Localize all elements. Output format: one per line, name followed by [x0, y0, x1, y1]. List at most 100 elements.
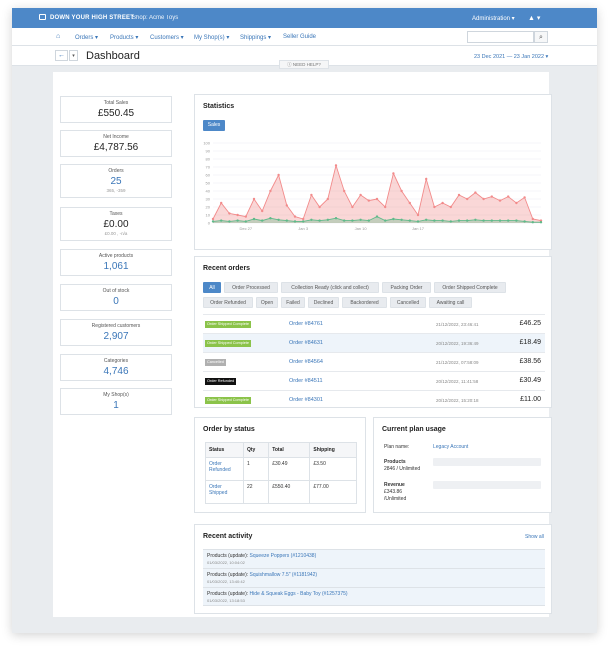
kpi-value[interactable]: 1	[113, 400, 119, 411]
table-row[interactable]: Order Shipped Complete Order #84301 20/12/…	[203, 390, 545, 409]
filter-declined[interactable]: Declined	[308, 297, 339, 308]
order-status-table: Status Qty Total Shipping Order Refunded…	[205, 442, 357, 504]
kpi-label: Taxes	[109, 211, 123, 217]
date-range-picker[interactable]: 23 Dec 2021 — 23 Jan 2022 ▾	[474, 54, 549, 60]
order-amount: £18.49	[519, 339, 541, 346]
status-link-shipped[interactable]: Order Shipped	[209, 484, 228, 496]
plan-name-link[interactable]: Legacy Account	[433, 444, 469, 450]
sales-tab[interactable]: Sales	[203, 120, 225, 131]
nav-shippings[interactable]: Shippings ▾	[240, 35, 272, 41]
data-point	[236, 213, 239, 217]
order-amount: £11.00	[520, 396, 541, 403]
kpi-net-income: Net Income £4,787.56	[60, 130, 172, 157]
kpi-my-shops[interactable]: My Shop(s) 1	[60, 388, 172, 415]
y-tick-label: 80	[206, 157, 211, 162]
order-date: 20/12/2022, 15:20:18	[436, 398, 479, 403]
kpi-label: My Shop(s)	[103, 392, 129, 398]
back-dropdown-button[interactable]: ▾	[69, 50, 78, 61]
order-link[interactable]: Order #84511	[289, 378, 323, 384]
filter-collection-ready[interactable]: Collection Ready (click and collect)	[281, 282, 379, 293]
kpi-registered-customers[interactable]: Registered customers 2,907	[60, 319, 172, 346]
top-bar: DOWN YOUR HIGH STREET Shop: Acme Toys Ad…	[12, 8, 597, 28]
administration-menu[interactable]: Administration ▾	[472, 16, 515, 22]
kpi-value[interactable]: 2,907	[103, 331, 129, 342]
activity-item: Products (update): Squeeze Poppers (#121…	[203, 549, 545, 568]
search-input[interactable]	[467, 31, 534, 43]
data-point	[211, 220, 215, 223]
table-row[interactable]: Order Shipped Complete Order #84631 20/12/…	[203, 333, 545, 352]
kpi-label: Categories	[103, 358, 129, 364]
nav-customers[interactable]: Customers ▾	[150, 35, 184, 41]
data-point	[351, 205, 354, 209]
order-status-panel: Order by status Status Qty Total Shippin…	[194, 417, 366, 513]
plan-name-label: Plan name:	[384, 444, 410, 450]
home-icon[interactable]: ⌂	[56, 33, 61, 40]
activity-link[interactable]: Squishmallow 7.5" (#1181942)	[249, 572, 318, 578]
data-point	[269, 217, 272, 220]
status-link-refunded[interactable]: Order Refunded	[209, 461, 231, 473]
data-point	[416, 220, 420, 223]
data-point	[457, 219, 461, 222]
data-point	[466, 197, 469, 201]
data-point	[433, 205, 436, 209]
data-point	[515, 201, 518, 205]
brand-name[interactable]: DOWN YOUR HIGH STREET	[50, 15, 135, 21]
y-tick-label: 20	[206, 205, 211, 210]
filter-failed[interactable]: Failed	[281, 297, 305, 308]
filter-open[interactable]: Open	[256, 297, 278, 308]
kpi-value[interactable]: 4,746	[103, 366, 129, 377]
activity-link[interactable]: Hide & Squeak Eggs - Baby Toy (#1257375)	[249, 591, 348, 597]
activity-link[interactable]: Squeeze Poppers (#1210438)	[249, 553, 317, 559]
y-tick-label: 70	[206, 165, 211, 170]
nav-orders[interactable]: Orders ▾	[75, 35, 99, 41]
data-point	[425, 218, 428, 221]
filter-order-refunded[interactable]: Order Refunded	[203, 297, 253, 308]
need-help-button[interactable]: ⓘ NEED HELP?	[279, 60, 329, 69]
order-link[interactable]: Order #84301	[289, 397, 323, 403]
kpi-label: Registered customers	[91, 323, 141, 329]
y-tick-label: 0	[208, 221, 211, 226]
kpi-categories[interactable]: Categories 4,746	[60, 354, 172, 381]
back-button[interactable]: ←	[55, 50, 68, 61]
filter-order-processed[interactable]: Order Processed	[224, 282, 278, 293]
filter-all[interactable]: All	[203, 282, 221, 293]
filter-cancelled[interactable]: Cancelled	[390, 297, 426, 308]
order-link[interactable]: Order #84631	[289, 340, 323, 346]
show-all-link[interactable]: Show all	[525, 534, 544, 540]
data-point	[490, 219, 493, 222]
nav-my-shops[interactable]: My Shop(s) ▾	[194, 35, 230, 41]
order-link[interactable]: Order #84564	[289, 359, 323, 365]
data-point	[334, 217, 338, 220]
y-tick-label: 60	[206, 173, 211, 178]
filter-order-shipped-complete[interactable]: Order Shipped Complete	[434, 282, 506, 293]
activity-prefix: Products (update):	[207, 553, 249, 559]
kpi-value[interactable]: 0	[113, 296, 119, 307]
kpi-value[interactable]: 25	[110, 176, 122, 187]
data-point	[220, 201, 223, 205]
recent-activity-panel: Recent activity Show all Products (updat…	[194, 524, 552, 614]
kpi-active-products[interactable]: Active products 1,061	[60, 249, 172, 276]
nav-products[interactable]: Products ▾	[110, 35, 139, 41]
order-amount: £38.56	[519, 358, 541, 365]
kpi-value[interactable]: 1,061	[103, 261, 129, 272]
nav-seller-guide[interactable]: Seller Guide	[283, 34, 317, 40]
y-tick-label: 50	[206, 181, 211, 186]
filter-backordered[interactable]: Backordered	[342, 297, 387, 308]
kpi-orders[interactable]: Orders 25 365, -359	[60, 164, 172, 198]
activity-prefix: Products (update):	[207, 572, 249, 578]
user-menu-icon[interactable]: ▲ ▾	[528, 15, 541, 22]
app-window: DOWN YOUR HIGH STREET Shop: Acme Toys Ad…	[12, 8, 597, 633]
x-tick-label: Jan 17	[412, 226, 425, 231]
table-row[interactable]: Order Refunded Order #84511 20/12/2022, 11…	[203, 371, 545, 390]
filter-packing-order[interactable]: Packing Order	[382, 282, 431, 293]
kpi-out-of-stock[interactable]: Out of stock 0	[60, 284, 172, 311]
table-row[interactable]: Cancelled Order #84564 21/12/2022, 07:58:0…	[203, 352, 545, 371]
data-point	[466, 219, 469, 222]
table-row[interactable]: Order Shipped Complete Order #84761 21/12/…	[203, 314, 545, 333]
data-point	[334, 164, 338, 167]
order-link[interactable]: Order #84761	[289, 321, 323, 327]
data-point	[228, 212, 231, 215]
filter-awaiting-call[interactable]: Awaiting call	[429, 297, 472, 308]
search-icon[interactable]: ⌕	[534, 31, 548, 43]
data-point	[539, 221, 543, 224]
